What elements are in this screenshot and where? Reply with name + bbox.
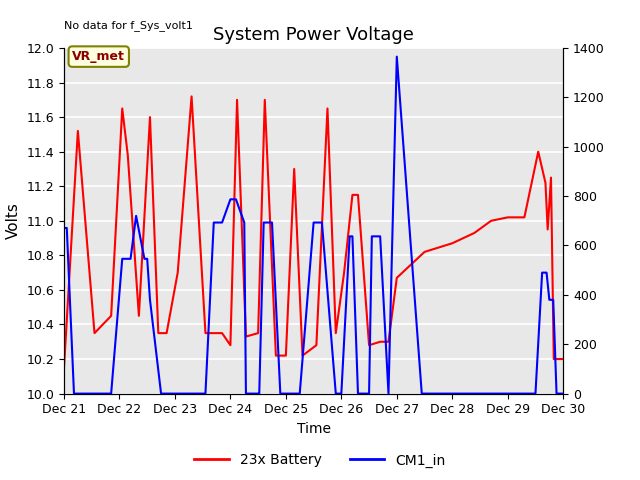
Text: VR_met: VR_met [72, 50, 125, 63]
Title: System Power Voltage: System Power Voltage [213, 25, 414, 44]
Legend: 23x Battery, CM1_in: 23x Battery, CM1_in [189, 448, 451, 473]
Y-axis label: Volts: Volts [6, 203, 21, 239]
X-axis label: Time: Time [296, 422, 331, 436]
Text: No data for f_Sys_volt1: No data for f_Sys_volt1 [64, 20, 193, 31]
